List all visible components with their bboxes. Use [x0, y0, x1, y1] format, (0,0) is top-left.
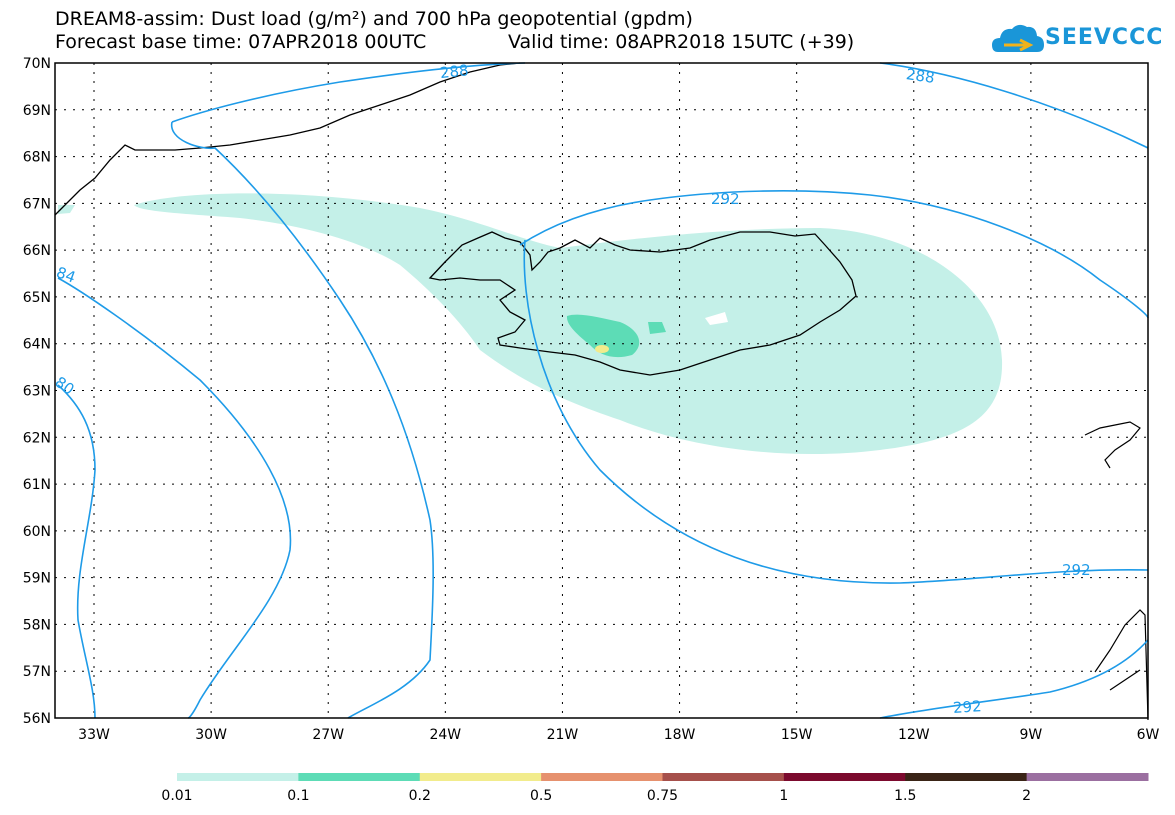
- latitude-label: 59N: [23, 571, 51, 587]
- longitude-label: 18W: [664, 727, 696, 743]
- valid-time: Valid time: 08APR2018 15UTC (+39): [508, 31, 855, 53]
- contour-label: 292: [952, 697, 982, 717]
- legend-swatch: [419, 773, 542, 781]
- legend-colorbar: [177, 773, 1149, 781]
- legend-tick-label: 2: [1022, 788, 1031, 804]
- contour-292-south: [879, 639, 1149, 719]
- latitude-label: 58N: [23, 617, 51, 633]
- longitude-label: 15W: [781, 727, 813, 743]
- latitude-label: 63N: [23, 384, 51, 400]
- iceland-coastline: [428, 231, 857, 376]
- contour-288-ne: [879, 62, 1149, 149]
- dust-area-high: [595, 345, 609, 353]
- contour-292-main: [519, 190, 1149, 319]
- geopotential-contours: [57, 62, 1149, 719]
- scotland-coastline: [1094, 609, 1149, 721]
- legend-swatch: [177, 773, 299, 781]
- latitude-label: 60N: [23, 524, 51, 540]
- dust-gap: [705, 312, 728, 325]
- cloud-icon: [992, 24, 1044, 52]
- contour-label: 288: [439, 61, 469, 82]
- contour-label: 292: [711, 190, 740, 208]
- dust-area-low: [134, 193, 1003, 455]
- latitude-label: 61N: [23, 477, 51, 493]
- greenland-coastline: [54, 62, 521, 216]
- longitude-label: 9W: [1020, 727, 1043, 743]
- latitude-label: 64N: [23, 337, 51, 353]
- contour-loop: [171, 121, 434, 719]
- dust-area-mid: [566, 314, 640, 358]
- contour-292-cross: [523, 239, 1149, 584]
- latitude-label: 68N: [23, 150, 51, 166]
- legend-tick-label: 0.75: [647, 788, 678, 804]
- legend-tick-label: 0.2: [409, 788, 431, 804]
- legend-tick-label: 1.5: [894, 788, 916, 804]
- latitude-label: 70N: [23, 56, 51, 72]
- contour-288-north: [171, 62, 526, 123]
- contour-label: 292: [1062, 561, 1091, 579]
- longitude-label: 12W: [898, 727, 930, 743]
- legend-swatch: [1026, 773, 1149, 781]
- longitude-label: 30W: [195, 727, 227, 743]
- latitude-label: 66N: [23, 243, 51, 259]
- legend-tick-label: 0.1: [287, 788, 309, 804]
- contour-label: 288: [905, 65, 936, 87]
- latitude-label: 57N: [23, 664, 51, 680]
- contour-80: [57, 384, 96, 719]
- legend-tick-label: 0.01: [161, 788, 192, 804]
- latitude-label: 69N: [23, 103, 51, 119]
- latitude-label: 62N: [23, 430, 51, 446]
- longitude-label: 33W: [78, 727, 110, 743]
- legend-swatch: [662, 773, 785, 781]
- logo-text: SEEVCCC: [1045, 25, 1164, 50]
- latitude-label: 65N: [23, 290, 51, 306]
- contour-label: 84: [54, 263, 78, 286]
- longitude-label: 21W: [547, 727, 579, 743]
- legend-tick-label: 0.5: [530, 788, 552, 804]
- map-title: DREAM8-assim: Dust load (g/m²) and 700 h…: [55, 8, 693, 30]
- graticule: [55, 63, 1148, 718]
- map-frame: [54, 62, 1149, 719]
- forecast-base-time: Forecast base time: 07APR2018 00UTC: [55, 31, 427, 53]
- legend-swatch: [905, 773, 1028, 781]
- longitude-label: 6W: [1137, 727, 1160, 743]
- faroe-islands-coastline: [1084, 421, 1141, 469]
- latitude-label: 67N: [23, 196, 51, 212]
- dust-area-mid-east: [648, 322, 666, 334]
- legend-swatch: [541, 773, 663, 781]
- contour-84: [57, 277, 292, 719]
- legend-swatch: [298, 773, 421, 781]
- legend-swatch: [783, 773, 906, 781]
- longitude-label: 24W: [429, 727, 461, 743]
- longitude-label: 27W: [312, 727, 344, 743]
- legend-tick-label: 1: [779, 788, 788, 804]
- latitude-label: 56N: [23, 711, 51, 727]
